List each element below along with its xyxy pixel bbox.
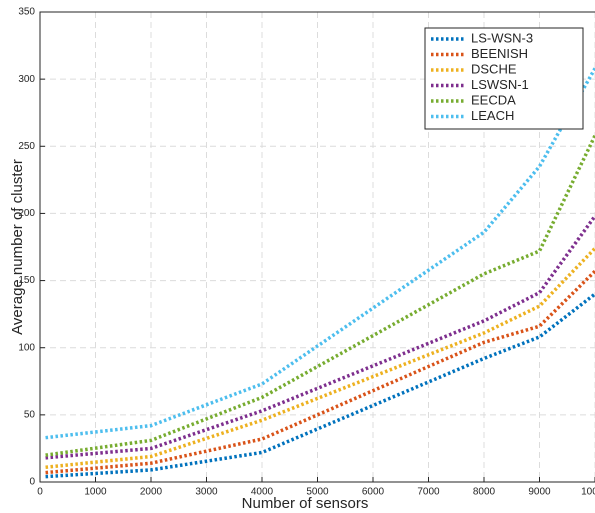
x-tick-label: 6000 [362,487,385,498]
y-tick-label: 100 [18,342,35,353]
y-tick-label: 350 [18,7,35,18]
y-tick-label: 50 [24,409,36,420]
legend-box [424,27,584,130]
x-tick-label: 1000 [84,487,107,498]
y-tick-label: 0 [29,477,35,488]
x-tick-label: 7000 [417,487,440,498]
line-series [45,134,595,457]
y-tick-label: 200 [18,208,35,219]
y-tick-label: 150 [18,275,35,286]
x-axis-label: Number of sensors [242,495,369,512]
legend-label: EECDA [471,92,516,107]
legend-label: LEACH [471,108,514,123]
line-series [45,292,595,479]
x-tick-label: 9000 [528,487,551,498]
x-tick-label: 4000 [251,487,274,498]
x-tick-label: 5000 [306,487,329,498]
x-tick-label: 3000 [195,487,218,498]
legend-label: LS-WSN-3 [471,30,533,45]
line-series [45,247,595,469]
legend-label: LSWSN-1 [471,77,529,92]
x-tick-label: 2000 [140,487,163,498]
x-tick-label: 10000 [581,487,595,498]
plot-frame [39,11,595,483]
legend-label: DSCHE [471,61,517,76]
x-tick-label: 0 [37,487,43,498]
y-tick-label: 250 [18,141,35,152]
line-series [45,215,595,460]
y-tick-label: 300 [18,74,35,85]
x-tick-label: 8000 [473,487,496,498]
y-axis-label: Average number of cluster [9,159,26,335]
legend-label: BEENISH [471,46,528,61]
line-series [45,269,595,475]
